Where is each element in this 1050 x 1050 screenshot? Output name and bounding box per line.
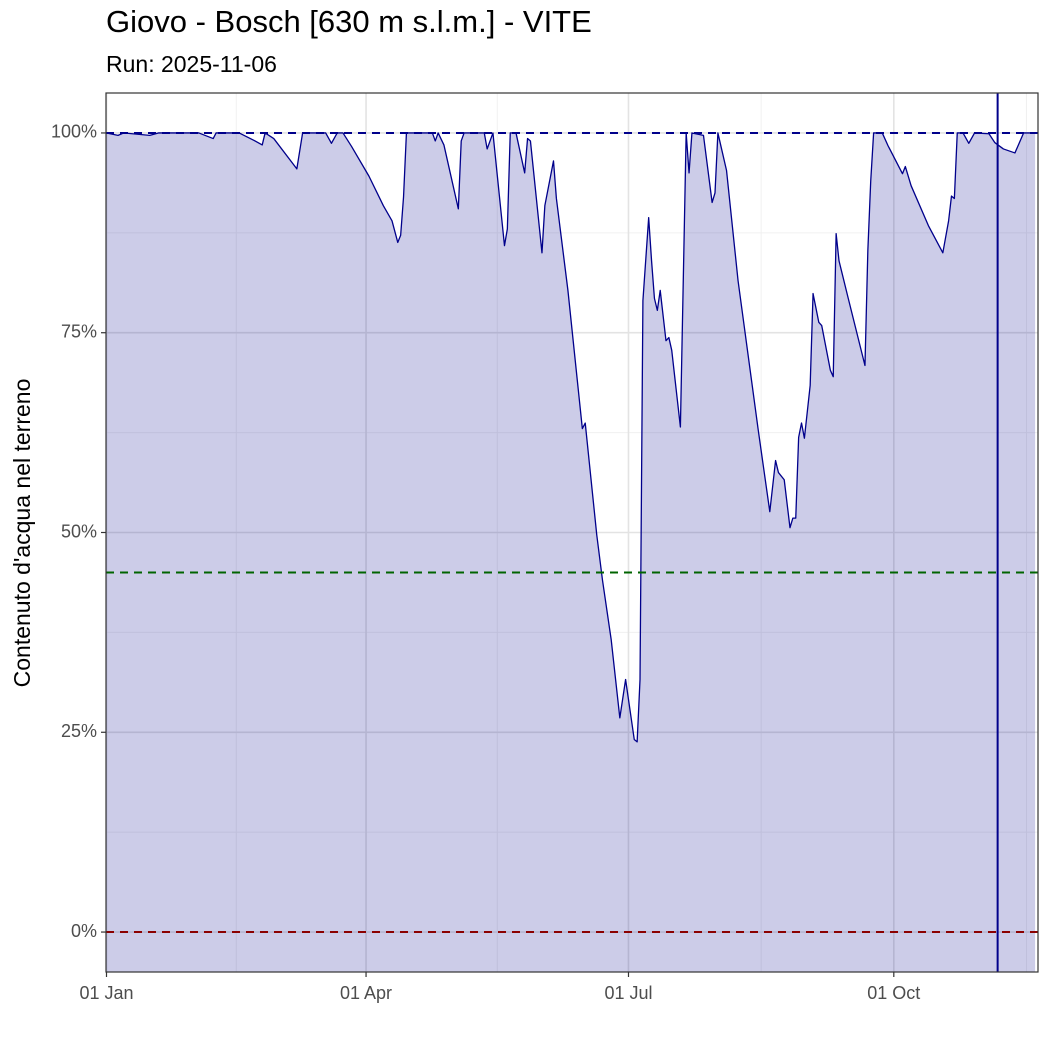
area [106,132,1036,972]
y-tick-label: 75% [61,321,97,341]
y-tick-label: 0% [71,921,97,941]
x-tick-label: 01 Apr [340,983,392,1003]
x-tick-label: 01 Oct [867,983,920,1003]
x-tick-label: 01 Jul [604,983,652,1003]
chart-subtitle: Run: 2025-11-06 [106,51,277,77]
line [106,132,1036,743]
y-tick-label: 25% [61,721,97,741]
x-tick-label: 01 Jan [79,983,133,1003]
y-tick-label: 50% [61,521,97,541]
y-tick-label: 100% [51,122,97,142]
y-axis-label: Contenuto d'acqua nel terreno [9,379,35,688]
chart-title: Giovo - Bosch [630 m s.l.m.] - VITE [106,4,592,39]
